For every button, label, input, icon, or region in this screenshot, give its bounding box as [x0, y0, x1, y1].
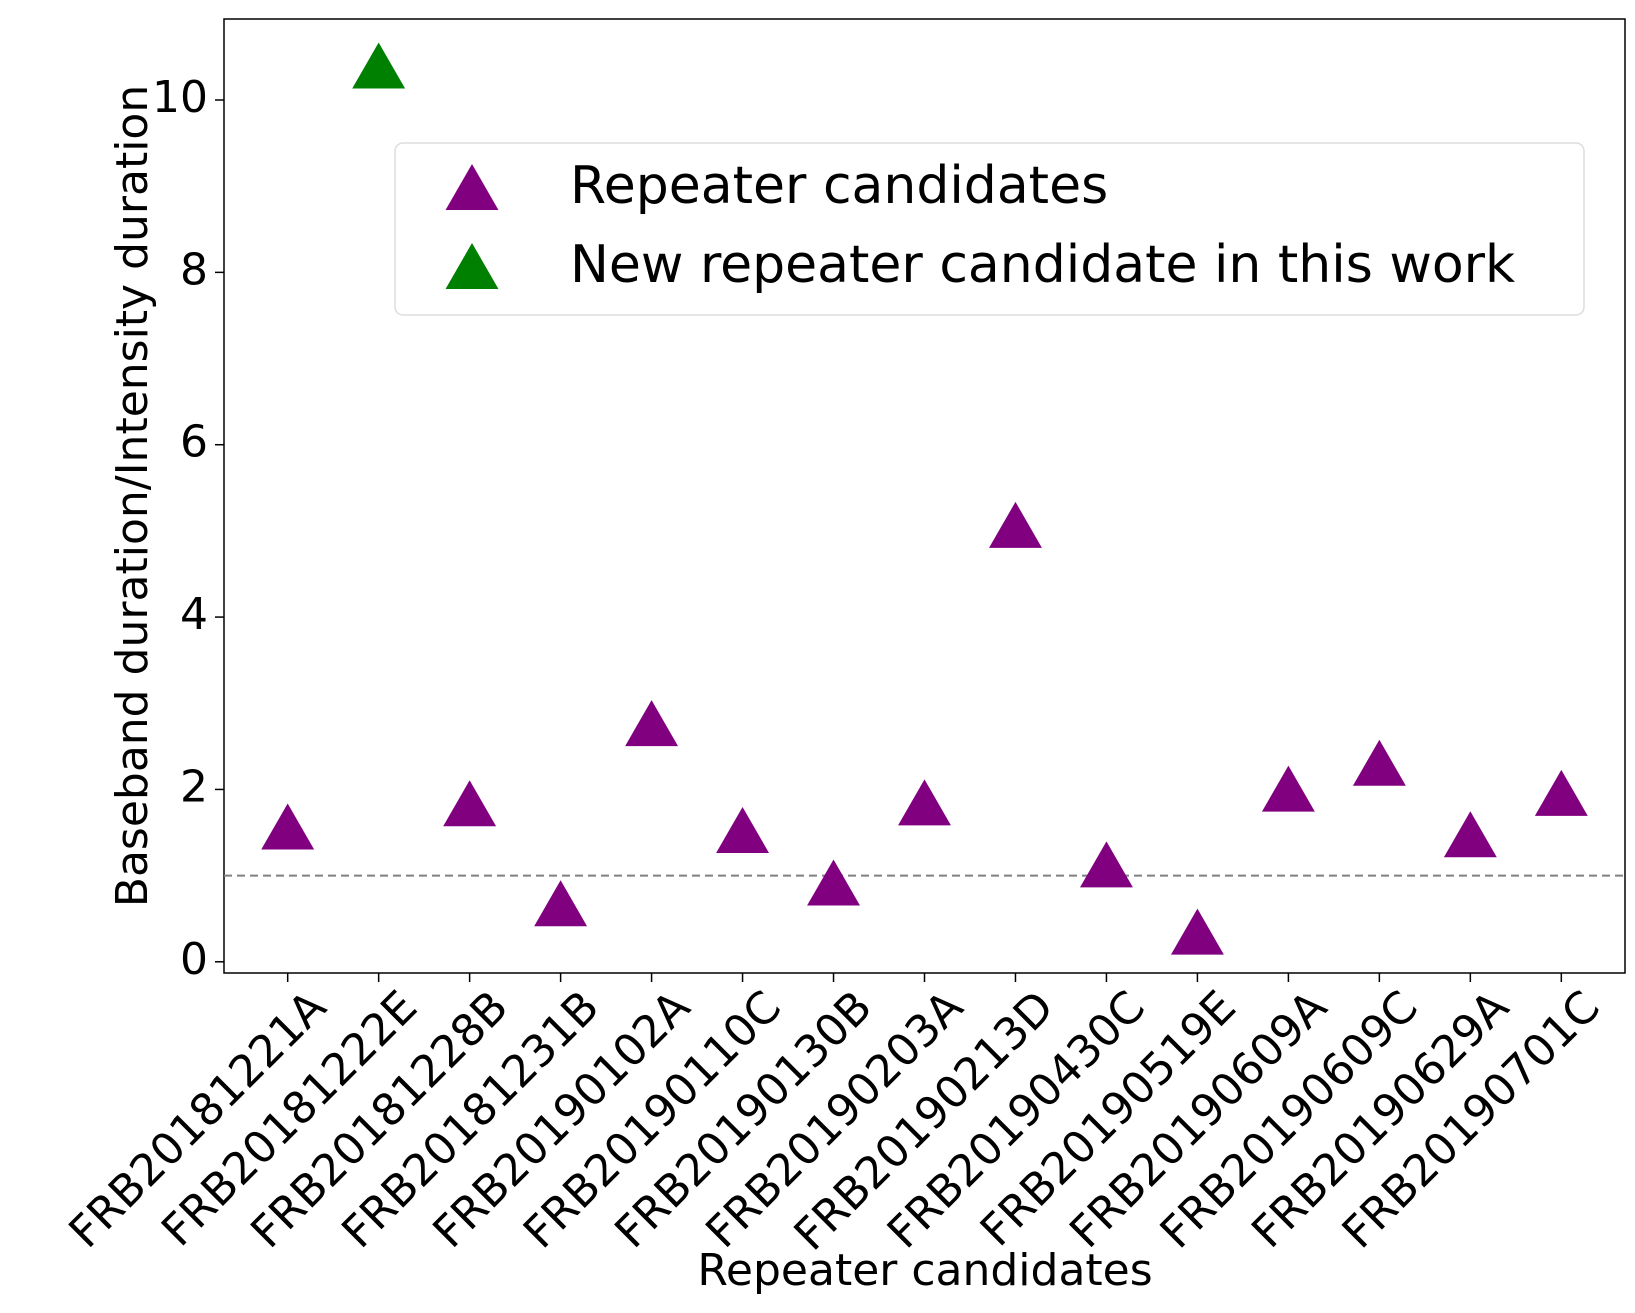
legend-label: New repeater candidate in this work — [570, 235, 1515, 295]
marker — [1352, 739, 1406, 786]
y-axis-label: Baseband duration/Intensity duration — [107, 85, 158, 907]
marker — [1534, 769, 1588, 816]
marker — [534, 880, 588, 927]
y-tick-label: 10 — [152, 72, 208, 123]
marker — [1443, 811, 1497, 858]
marker — [352, 42, 406, 89]
marker — [1261, 765, 1315, 812]
marker — [443, 780, 497, 827]
marker — [625, 700, 679, 747]
marker — [1170, 908, 1224, 955]
marker — [716, 806, 770, 853]
y-tick-label: 2 — [180, 761, 208, 812]
y-tick-label: 6 — [180, 417, 208, 468]
y-tick-label: 4 — [180, 589, 208, 640]
y-tick-label: 8 — [180, 244, 208, 295]
legend-label: Repeater candidates — [570, 156, 1108, 216]
marker — [807, 859, 860, 906]
legend-marker — [445, 164, 499, 210]
x-axis-label: Repeater candidates — [697, 1245, 1152, 1296]
y-tick-label: 0 — [180, 934, 208, 985]
legend-marker — [445, 243, 499, 289]
marker — [898, 779, 951, 826]
marker — [989, 501, 1042, 548]
legend-box — [394, 142, 1585, 316]
marker — [1079, 841, 1133, 888]
marker — [261, 803, 315, 850]
